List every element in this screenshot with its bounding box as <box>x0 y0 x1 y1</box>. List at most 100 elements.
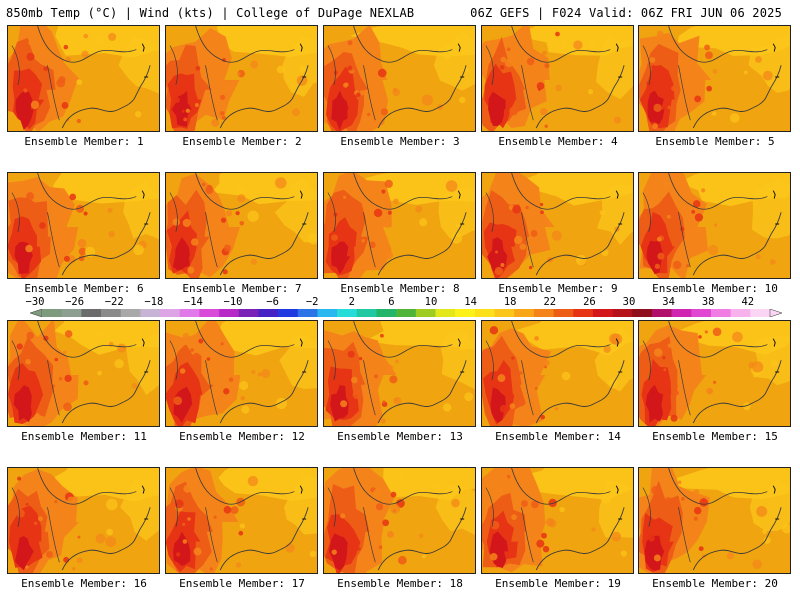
temp-speckle <box>442 403 452 412</box>
member-label: Ensemble Member: 5 <box>655 135 775 148</box>
temp-speckle <box>464 392 474 402</box>
temp-speckle <box>499 65 505 70</box>
temperature-field <box>482 468 633 573</box>
ensemble-map-13 <box>323 320 476 427</box>
temperature-field <box>8 26 159 131</box>
temp-speckle <box>347 350 355 358</box>
temp-speckle <box>25 502 29 506</box>
temp-speckle <box>63 350 67 354</box>
temp-speckle <box>548 519 557 528</box>
great-lakes-outline <box>141 485 149 520</box>
colorbar-segment <box>592 309 613 317</box>
colorbar-tick-label: 18 <box>503 296 517 308</box>
temp-speckle <box>397 475 404 481</box>
temp-speckle <box>712 69 718 74</box>
coastline <box>61 360 151 424</box>
contour-line <box>169 45 218 121</box>
temp-speckle <box>63 402 72 412</box>
temp-speckle <box>555 31 560 37</box>
hot-region <box>330 384 350 422</box>
temp-speckle <box>540 202 544 207</box>
hot-region <box>331 90 349 131</box>
temp-speckle <box>247 210 259 222</box>
temp-speckle <box>544 124 549 129</box>
colorbar-tick-label: 30 <box>622 296 636 308</box>
coastline <box>692 65 782 129</box>
temp-speckle <box>223 388 230 395</box>
temp-speckle <box>500 262 505 267</box>
colorbar-segment <box>199 309 220 317</box>
temp-speckle <box>359 90 365 96</box>
colorbar-segment <box>710 309 731 317</box>
temp-speckle <box>276 65 285 74</box>
hot-region <box>173 386 193 423</box>
temp-speckle <box>357 547 361 551</box>
temp-speckle <box>712 327 722 337</box>
temp-speckle <box>373 374 378 379</box>
temp-speckle <box>343 82 349 88</box>
hot-region <box>171 91 192 127</box>
temp-speckle <box>519 371 523 375</box>
temp-speckle <box>699 498 708 507</box>
temperature-field <box>324 468 475 573</box>
coastline <box>61 65 151 129</box>
ensemble-map-15 <box>638 320 791 427</box>
colorbar-tick-label: −18 <box>144 296 164 308</box>
temp-speckle <box>693 506 702 515</box>
temp-speckle <box>182 218 191 228</box>
colorbar-segment <box>258 309 279 317</box>
temp-speckle <box>76 557 83 564</box>
coastline <box>219 507 309 571</box>
temp-speckle <box>174 97 181 103</box>
temp-speckle <box>367 112 371 117</box>
temp-speckle <box>373 208 383 218</box>
temp-speckle <box>686 264 690 268</box>
colorbar-segment <box>278 309 299 317</box>
cool-region <box>433 31 475 91</box>
temp-speckle <box>390 503 401 514</box>
border-line <box>37 468 137 505</box>
temp-speckle <box>495 250 498 254</box>
colorbar-segment <box>81 309 102 317</box>
temperature-field <box>324 321 475 426</box>
temp-speckle <box>182 340 188 346</box>
temp-speckle <box>670 414 678 422</box>
temp-speckle <box>380 333 384 338</box>
temp-speckle <box>351 376 358 384</box>
temp-speckle <box>520 500 528 507</box>
temp-speckle <box>542 545 550 553</box>
temp-speckle <box>752 559 762 569</box>
temp-speckle <box>350 361 357 368</box>
member-label: Ensemble Member: 12 <box>179 430 305 443</box>
temp-speckle <box>375 503 384 511</box>
temp-speckle <box>352 390 362 400</box>
temperature-field <box>482 173 633 278</box>
temp-speckle <box>355 92 361 97</box>
temp-speckle <box>672 260 682 270</box>
temp-speckle <box>756 505 768 517</box>
temp-speckle <box>46 519 54 527</box>
temp-speckle <box>43 335 49 341</box>
temp-speckle <box>611 531 622 542</box>
colorbar-tick-label: 38 <box>701 296 715 308</box>
temp-speckle <box>384 221 391 228</box>
cool-region <box>596 183 633 245</box>
temp-speckle <box>665 34 670 39</box>
temp-speckle <box>220 217 227 223</box>
temp-speckle <box>230 506 239 515</box>
colorbar-segment <box>61 309 82 317</box>
temp-speckle <box>363 240 368 245</box>
temp-speckle <box>224 84 232 92</box>
temp-speckle <box>385 251 394 259</box>
colorbar-segment <box>573 309 594 317</box>
temp-speckle <box>95 533 106 544</box>
temp-speckle <box>222 269 228 275</box>
cool-region <box>435 484 475 536</box>
border-line <box>195 173 295 210</box>
temp-speckle <box>666 214 671 219</box>
temp-speckle <box>657 252 665 260</box>
temp-speckle <box>187 266 195 274</box>
temp-speckle <box>459 96 466 104</box>
temp-speckle <box>114 358 124 369</box>
temp-speckle <box>536 82 545 90</box>
